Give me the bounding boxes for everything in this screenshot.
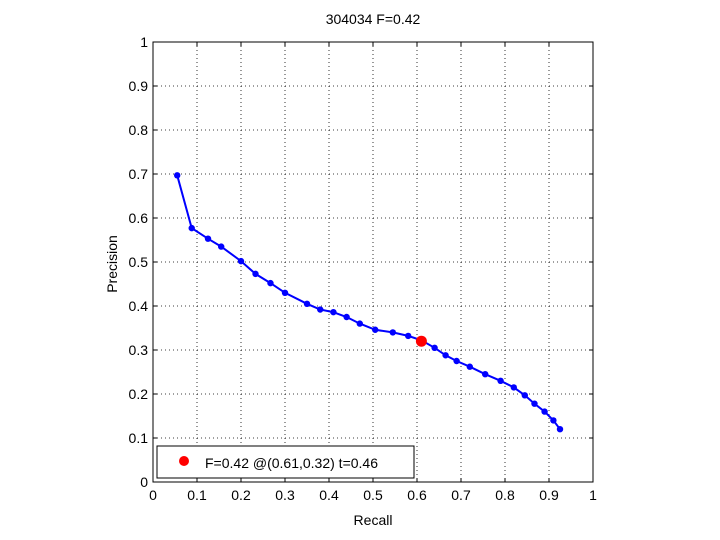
series-group <box>174 172 564 433</box>
x-tick-label: 0.3 <box>275 487 295 503</box>
chart-title: 304034 F=0.42 <box>326 11 421 27</box>
y-tick-label: 0.1 <box>129 430 149 446</box>
data-point <box>188 224 195 232</box>
data-point <box>510 384 517 391</box>
data-point <box>550 417 557 424</box>
x-axis-ticks: 0 0.1 0.2 0.3 0.4 0.5 0.6 0.7 0.8 0.9 1 <box>149 42 597 503</box>
y-tick-label: 0.5 <box>129 254 149 270</box>
best-f-point <box>415 335 427 347</box>
data-point <box>218 243 225 250</box>
data-point <box>204 235 212 242</box>
data-point <box>482 371 489 378</box>
y-tick-label: 0.3 <box>129 342 149 358</box>
data-point <box>466 363 473 370</box>
x-tick-label: 1 <box>589 487 597 503</box>
data-point <box>252 270 259 278</box>
y-tick-label: 0.4 <box>129 298 149 314</box>
x-tick-label: 0.1 <box>187 487 207 503</box>
y-tick-label: 0.9 <box>129 78 149 94</box>
data-point <box>343 313 350 321</box>
legend-label: F=0.42 @(0.61,0.32) t=0.46 <box>205 455 378 471</box>
series-line <box>176 175 561 430</box>
y-tick-label: 0.8 <box>129 122 149 138</box>
data-point <box>541 408 548 415</box>
x-tick-label: 0.6 <box>407 487 427 503</box>
y-axis-label: Precision <box>104 235 120 293</box>
data-point <box>442 352 449 359</box>
data-point <box>267 279 274 287</box>
y-tick-label: 1 <box>140 34 148 50</box>
x-tick-label: 0.4 <box>319 487 339 503</box>
y-tick-label: 0 <box>140 474 148 490</box>
data-point <box>281 289 289 296</box>
x-tick-label: 0.7 <box>451 487 471 503</box>
data-point <box>237 257 245 265</box>
x-tick-label: 0.9 <box>539 487 559 503</box>
y-axis-ticks: 0 0.1 0.2 0.3 0.4 0.5 0.6 0.7 0.8 0.9 1 <box>129 34 593 490</box>
data-point <box>556 426 564 433</box>
data-point <box>497 377 504 384</box>
x-tick-label: 0.8 <box>495 487 515 503</box>
data-point <box>372 326 379 333</box>
legend-box <box>156 445 415 479</box>
legend: F=0.42 @(0.61,0.32) t=0.46 <box>156 445 415 479</box>
x-axis-label: Recall <box>354 512 393 528</box>
data-point <box>531 400 538 407</box>
data-point <box>389 329 396 336</box>
data-point <box>405 332 412 340</box>
data-point <box>521 392 528 399</box>
grid-lines <box>153 42 593 482</box>
data-point <box>453 357 460 365</box>
y-tick-label: 0.6 <box>129 210 149 226</box>
x-tick-label: 0 <box>149 487 157 503</box>
x-tick-label: 0.2 <box>231 487 251 503</box>
data-point <box>174 172 181 179</box>
y-tick-label: 0.2 <box>129 386 149 402</box>
y-tick-label: 0.7 <box>129 166 149 182</box>
data-point <box>356 320 363 327</box>
data-point <box>330 308 337 316</box>
legend-marker <box>179 456 189 466</box>
x-tick-label: 0.5 <box>363 487 383 503</box>
data-point <box>303 300 311 307</box>
data-point <box>317 306 324 313</box>
data-point <box>431 344 438 351</box>
